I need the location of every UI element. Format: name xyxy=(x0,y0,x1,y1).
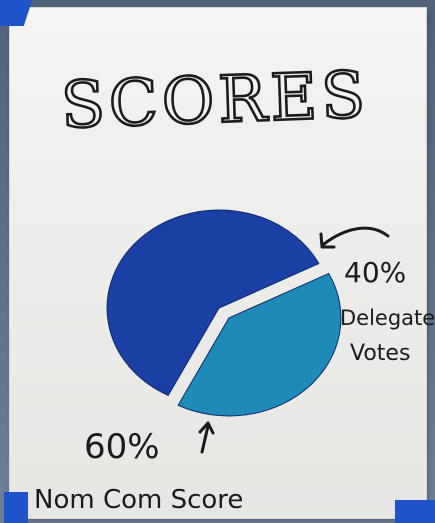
chart-title: SCORES xyxy=(60,59,370,144)
tape-bottom-right xyxy=(395,500,435,523)
nomcom-arrow xyxy=(200,424,210,454)
nomcom-arrowhead xyxy=(198,421,215,435)
slice-nom-com-score xyxy=(106,209,320,397)
delegate-arrowhead xyxy=(319,232,336,249)
delegate-arrow xyxy=(322,226,390,246)
pie-slices xyxy=(106,209,342,417)
nomcom-label: Nom Com Score xyxy=(34,485,243,515)
delegate-percent-label: 40% xyxy=(344,256,406,289)
nomcom-percent-label: 60% xyxy=(84,427,160,467)
tape-bottom-left xyxy=(4,492,28,523)
delegate-label-line2: Votes xyxy=(350,341,410,366)
delegate-label-line1: Delegate xyxy=(340,306,435,330)
slice-delegate-votes xyxy=(177,272,342,417)
